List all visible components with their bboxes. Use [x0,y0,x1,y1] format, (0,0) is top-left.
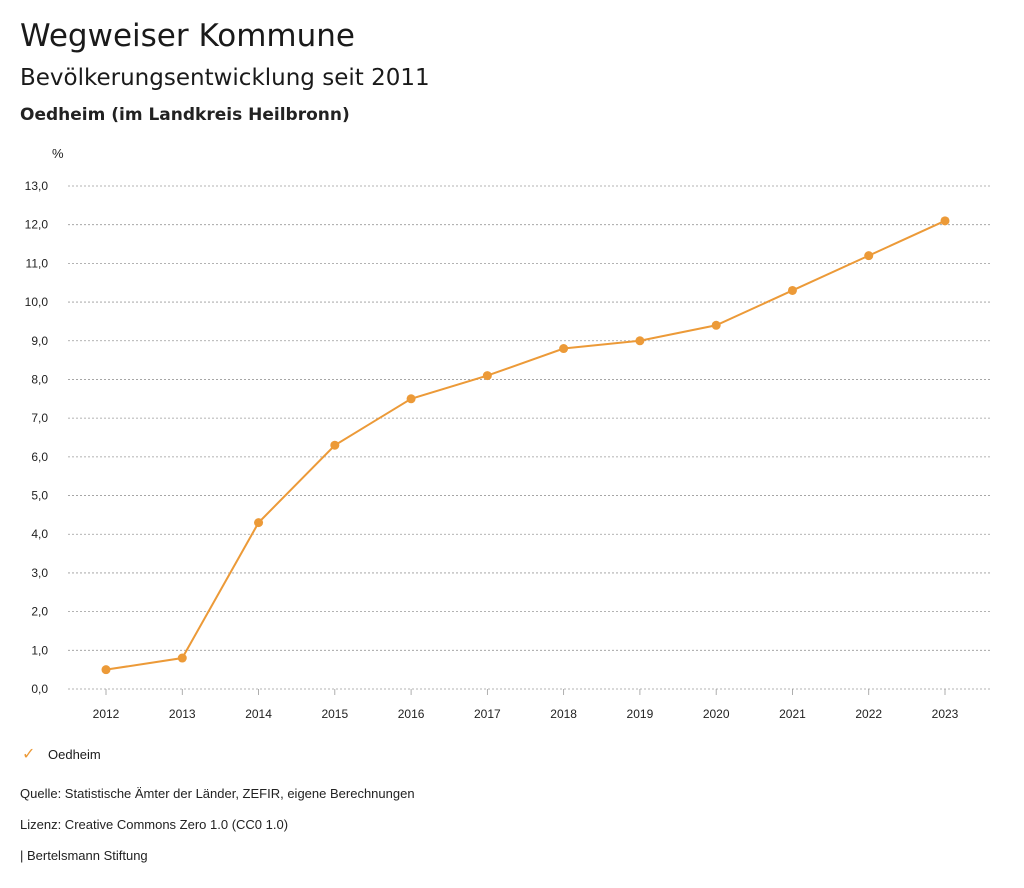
x-tick-label: 2021 [779,707,806,721]
x-tick-label: 2013 [169,707,196,721]
source-note: Quelle: Statistische Ämter der Länder, Z… [20,786,415,801]
data-point[interactable] [254,518,264,528]
y-tick-label: 8,0 [31,372,48,386]
chart-subtitle: Bevölkerungsentwicklung seit 2011 [20,65,430,91]
series-line-oedheim [105,219,946,671]
data-point[interactable] [864,251,874,261]
data-point[interactable] [101,665,111,675]
brand-note: | Bertelsmann Stiftung [20,848,148,863]
data-point[interactable] [711,320,721,330]
x-tick-label: 2012 [93,707,120,721]
x-tick-label: 2016 [398,707,425,721]
data-point[interactable] [635,336,645,346]
x-tick-label: 2015 [321,707,348,721]
y-tick-label: 9,0 [31,334,48,348]
data-point[interactable] [559,344,569,354]
x-tick-label: 2017 [474,707,501,721]
y-tick-label: 10,0 [25,295,49,309]
y-tick-label: 7,0 [31,411,48,425]
data-point[interactable] [406,394,416,404]
y-tick-label: 11,0 [26,256,49,270]
x-tick-label: 2018 [550,707,577,721]
data-point[interactable] [177,653,187,663]
data-point[interactable] [330,440,340,450]
license-note: Lizenz: Creative Commons Zero 1.0 (CC0 1… [20,817,289,832]
data-point[interactable] [482,371,492,381]
y-tick-label: 12,0 [25,218,49,232]
legend-check-icon: ✓ [22,746,36,763]
x-tick-label: 2019 [627,707,654,721]
y-tick-label: 6,0 [31,450,48,464]
line-chart: % 0,0 1,0 2,0 3,0 4,0 5,0 6,0 7,0 8,0 9,0 10,0 11,0… [25,146,990,721]
x-tick-label: 2023 [932,707,959,721]
y-tick-label: 2,0 [31,605,48,619]
y-tick-label: 5,0 [31,489,48,503]
legend-item-oedheim: Oedheim [48,746,101,762]
region-label: Oedheim (im Landkreis Heilbronn) [20,105,350,125]
y-tick-label: 13,0 [25,179,49,193]
y-axis-label: % [52,146,64,161]
chart-legend[interactable]: ✓ Oedheim [22,744,101,764]
x-tick-label: 2020 [703,707,730,721]
page-title: Wegweiser Kommune [20,18,355,54]
y-tick-label: 0,0 [31,682,48,696]
y-tick-label: 3,0 [31,566,48,580]
y-tick-label: 1,0 [31,643,48,657]
y-tick-label: 4,0 [31,527,48,541]
data-point[interactable] [940,216,950,226]
data-point[interactable] [787,285,797,295]
x-tick-label: 2014 [245,707,272,721]
x-tick-label: 2022 [855,707,882,721]
